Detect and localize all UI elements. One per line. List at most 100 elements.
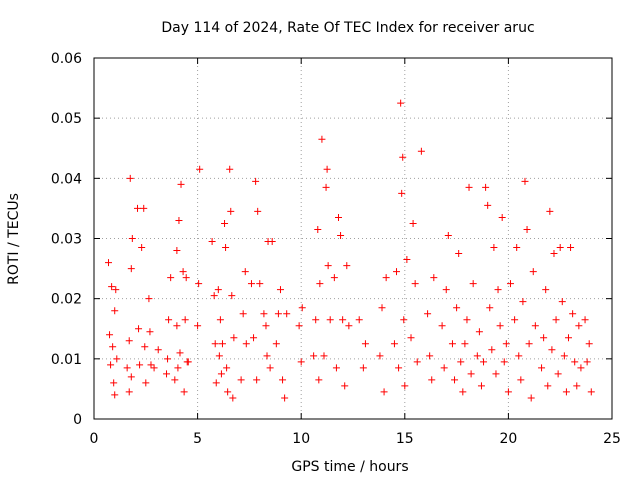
data-point [448, 340, 456, 348]
data-point [196, 165, 204, 173]
data-point [417, 147, 425, 155]
data-point [126, 174, 134, 182]
x-tick-label: 0 [90, 431, 99, 447]
data-point [413, 358, 421, 366]
data-point [403, 256, 411, 264]
data-point [145, 295, 153, 303]
data-point [142, 379, 150, 387]
data-point [147, 361, 155, 369]
data-point [455, 250, 463, 258]
y-tick-label: 0.05 [51, 111, 82, 127]
data-point [312, 316, 320, 324]
data-point [140, 204, 148, 212]
data-point [523, 225, 531, 233]
data-point [181, 316, 189, 324]
x-tick-label: 15 [396, 431, 414, 447]
data-point [397, 99, 405, 107]
data-point [150, 364, 158, 372]
data-point [125, 388, 133, 396]
data-point [525, 340, 533, 348]
data-point [511, 316, 519, 324]
data-point [194, 322, 202, 330]
data-point [108, 283, 116, 291]
data-point [469, 280, 477, 288]
data-point [224, 388, 232, 396]
data-point [343, 262, 351, 270]
data-point [442, 286, 450, 294]
data-point [177, 180, 185, 188]
data-point [506, 280, 514, 288]
data-point [380, 388, 388, 396]
data-point [465, 183, 473, 191]
data-point [459, 388, 467, 396]
data-point [334, 213, 342, 221]
data-point [498, 213, 506, 221]
data-point [274, 310, 282, 318]
data-point [208, 238, 216, 246]
data-point [395, 364, 403, 372]
data-point [230, 334, 238, 342]
y-tick-label: 0.06 [51, 51, 82, 67]
data-point [216, 316, 224, 324]
data-point [440, 364, 448, 372]
data-point [239, 310, 247, 318]
data-point [175, 216, 183, 224]
data-point [182, 274, 190, 282]
data-point [411, 280, 419, 288]
data-point [359, 364, 367, 372]
data-point [174, 364, 182, 372]
data-point [210, 292, 218, 300]
data-point [138, 244, 146, 252]
data-point [123, 364, 131, 372]
data-point [515, 352, 523, 360]
data-point [529, 268, 537, 276]
data-point [180, 388, 188, 396]
data-point [577, 364, 585, 372]
data-point [486, 304, 494, 312]
data-point [316, 280, 324, 288]
x-axis-label: GPS time / hours [291, 459, 408, 475]
data-point [323, 165, 331, 173]
axis-ticks: 0 5 10 15 20 25 0 0.01 0.02 0.03 0.04 0.05 0.06 [51, 51, 621, 447]
x-tick-label: 5 [193, 431, 202, 447]
data-point [401, 382, 409, 390]
data-point [521, 177, 529, 185]
data-point [266, 364, 274, 372]
data-point [399, 153, 407, 161]
data-point [211, 340, 219, 348]
data-point [546, 207, 554, 215]
data-point [571, 358, 579, 366]
data-point [173, 247, 181, 255]
x-tick-label: 25 [603, 431, 621, 447]
data-point [128, 235, 136, 242]
data-point [477, 382, 485, 390]
data-point [337, 231, 345, 239]
data-point [109, 343, 117, 351]
data-point [111, 307, 119, 315]
data-point [355, 316, 363, 324]
data-point [176, 349, 184, 357]
data-point [154, 346, 162, 354]
data-point [428, 376, 436, 384]
data-point [281, 394, 289, 402]
data-point [318, 135, 326, 143]
data-point [444, 231, 452, 239]
data-point [212, 379, 220, 387]
data-point [242, 340, 250, 348]
data-point [531, 322, 539, 330]
data-point [146, 328, 154, 336]
data-point [475, 328, 483, 336]
data-point [256, 280, 264, 288]
data-point [252, 177, 260, 185]
data-point [482, 183, 490, 191]
data-point [517, 376, 525, 384]
data-point [127, 373, 135, 381]
data-point [298, 304, 306, 312]
data-point [583, 358, 591, 366]
data-point [106, 331, 114, 339]
y-tick-label: 0.02 [51, 292, 82, 308]
data-point [550, 250, 558, 258]
data-point [107, 361, 115, 369]
data-point [361, 340, 369, 348]
